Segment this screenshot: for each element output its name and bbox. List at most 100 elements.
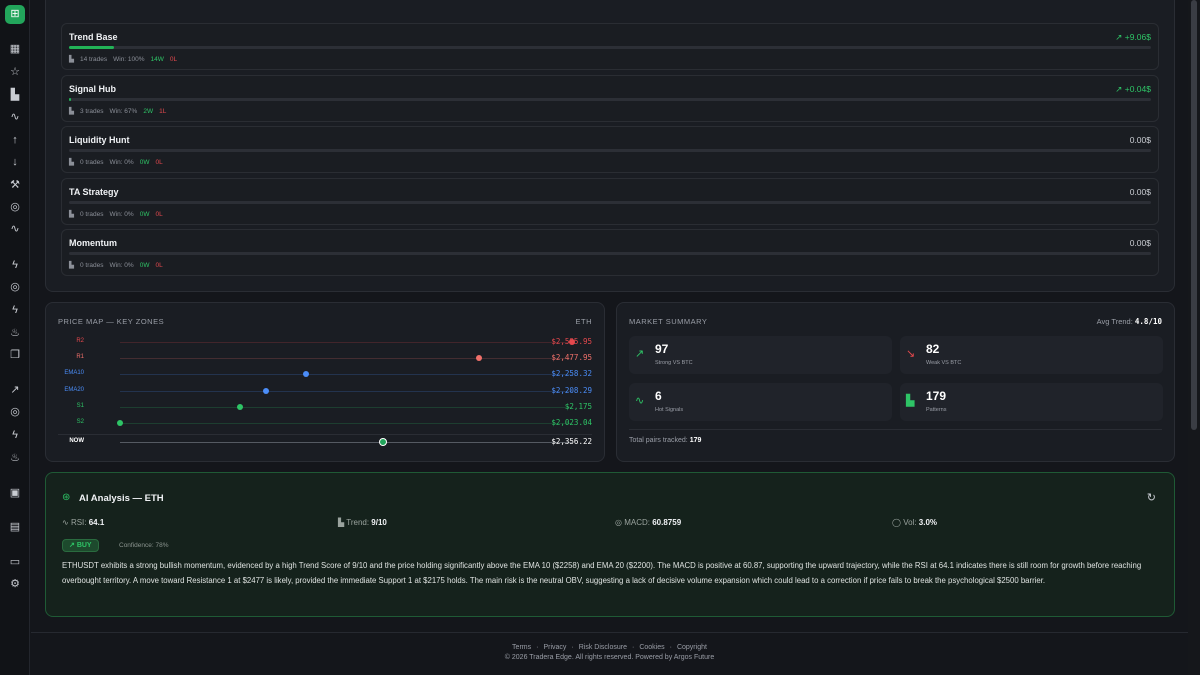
vol-metric: ◯ Vol: 3.0%: [892, 518, 937, 527]
strategy-card[interactable]: TA Strategy 0.00$ ▙ 0 trades Win: 0% 0W 0L: [61, 178, 1159, 225]
trending-down-icon: ↘: [906, 348, 916, 360]
strategy-meta: ▙ 14 trades Win: 100% 14W 0L: [69, 56, 178, 63]
zap-icon[interactable]: ϟ: [12, 304, 18, 316]
strategy-pnl: 0.00$: [1129, 135, 1151, 145]
activity-icon[interactable]: ∿: [10, 111, 20, 123]
newspaper-icon[interactable]: ▤: [9, 521, 21, 533]
scrollbar-thumb[interactable]: [1191, 0, 1197, 430]
target-icon[interactable]: ◎: [10, 201, 20, 213]
card-icon[interactable]: ▭: [9, 556, 21, 568]
stat-value: 179: [926, 389, 947, 403]
strategy-card[interactable]: Trend Base ↗ +9.06$ ▙ 14 trades Win: 100% 1…: [61, 23, 1159, 70]
zap-icon[interactable]: ϟ: [12, 429, 18, 441]
footer-link[interactable]: Privacy: [543, 644, 567, 651]
strategy-meta: ▙ 0 trades Win: 0% 0W 0L: [69, 262, 163, 269]
bar-chart-icon[interactable]: ▙: [10, 89, 20, 101]
bar-chart-icon: ▙: [338, 518, 345, 527]
level-marker: [569, 339, 575, 345]
arrow-down-icon[interactable]: ↓: [12, 156, 18, 168]
trend-metric: ▙ Trend: 9/10: [338, 518, 387, 527]
stat-label: Hot Signals: [655, 407, 684, 413]
activity-icon: ∿: [635, 395, 645, 407]
strategy-meta: ▙ 3 trades Win: 67% 2W 1L: [69, 108, 167, 115]
level-label: S1: [76, 402, 84, 409]
stat-value: 97: [655, 342, 669, 356]
strategy-card[interactable]: Momentum 0.00$ ▙ 0 trades Win: 0% 0W 0L: [61, 229, 1159, 276]
footer-link[interactable]: Terms: [512, 644, 532, 651]
settings-icon[interactable]: ⚙: [10, 578, 20, 590]
flame-icon[interactable]: ♨: [10, 327, 20, 339]
gauge-icon: ◎: [615, 518, 622, 527]
win-progress-bar: [69, 98, 1151, 101]
scrollbar[interactable]: [1188, 0, 1200, 675]
stat-label: Weak VS BTC: [926, 360, 962, 366]
app-logo-icon[interactable]: ⊞: [5, 5, 25, 24]
zap-icon[interactable]: ϟ: [12, 259, 18, 271]
win-progress-bar: [69, 201, 1151, 204]
activity-icon[interactable]: ∿: [10, 223, 20, 235]
footer-link[interactable]: Copyright: [676, 644, 707, 651]
divider: [58, 434, 592, 435]
target-icon[interactable]: ◎: [10, 406, 20, 418]
trending-up-icon: ↗: [1115, 32, 1125, 42]
star-icon[interactable]: ☆: [10, 66, 20, 78]
now-label: NOW: [69, 438, 84, 444]
footer-link[interactable]: Risk Disclosure: [578, 644, 627, 651]
level-price: $2,023.04: [551, 418, 592, 427]
level-label: R2: [76, 338, 84, 344]
level-price: $2,477.95: [551, 353, 592, 363]
flame-icon[interactable]: ♨: [10, 452, 20, 464]
level-marker: [302, 371, 309, 378]
level-price: $2,208.29: [551, 385, 592, 395]
level-line: [120, 374, 572, 376]
footer: Terms · Privacy · Risk Disclosure · Cookies · Co…: [31, 632, 1188, 675]
trending-up-icon[interactable]: ↗: [10, 384, 20, 396]
stat-label: Patterns: [926, 407, 947, 413]
bar-chart-icon: ▙: [69, 108, 74, 115]
level-label: EMA20: [64, 386, 84, 393]
confidence: Confidence: 78%: [119, 542, 169, 549]
copyright: © 2026 Tradera Edge. All rights reserved…: [504, 654, 715, 661]
market-summary-title: MARKET SUMMARY: [629, 317, 708, 326]
wrench-icon[interactable]: ⚒: [10, 179, 20, 191]
strategy-name: TA Strategy: [69, 187, 119, 197]
market-summary-panel: MARKET SUMMARY Avg Trend: 4.8/10 ↗ 97 St…: [616, 302, 1175, 462]
table-icon[interactable]: ▦: [9, 43, 21, 55]
copy-icon[interactable]: ❐: [10, 349, 20, 361]
total-pairs: Total pairs tracked: 179: [629, 437, 702, 444]
footer-link[interactable]: Cookies: [639, 644, 665, 651]
level-label: EMA10: [64, 370, 84, 377]
level-line: [120, 358, 572, 360]
level-line: [120, 342, 572, 343]
arrow-up-icon[interactable]: ↑: [12, 134, 18, 146]
strategy-card[interactable]: Liquidity Hunt 0.00$ ▙ 0 trades Win: 0% 0W 0…: [61, 126, 1159, 173]
ai-title: AI Analysis — ETH: [79, 493, 164, 504]
bar-chart-icon: ▙: [69, 262, 74, 269]
avg-trend: Avg Trend: 4.8/10: [1096, 317, 1162, 326]
level-line: [120, 423, 572, 424]
strategy-card[interactable]: Signal Hub ↗ +0.04$ ▙ 3 trades Win: 67% 2W 1…: [61, 75, 1159, 122]
shield-icon: ◯: [892, 518, 901, 527]
price-map-panel: PRICE MAP — KEY ZONES ETH R2 $2,595.95 R1…: [45, 302, 605, 462]
strategy-name: Trend Base: [69, 32, 118, 42]
level-marker: [236, 403, 243, 410]
brain-icon: ⊛: [62, 492, 71, 503]
price-map-title: PRICE MAP — KEY ZONES: [58, 317, 165, 326]
stat-value: 82: [926, 342, 940, 356]
trending-up-icon: ↗: [635, 348, 645, 360]
refresh-icon[interactable]: ↻: [1146, 492, 1156, 504]
signal-badge: ↗ BUY: [62, 539, 99, 552]
strategy-pnl: 0.00$: [1129, 187, 1151, 197]
level-price: $2,175: [564, 401, 592, 411]
level-marker: [475, 355, 482, 362]
calendar-icon[interactable]: ▣: [9, 487, 21, 499]
sidebar: ⊞ ▦ ☆ ▙ ∿ ↑ ↓ ⚒ ◎ ∿ ϟ ◎ ϟ ♨ ❐ ↗ ◎ ϟ ♨ ▣ ▤ ▭ ⚙: [0, 0, 30, 675]
bar-chart-icon: ▙: [69, 211, 74, 218]
divider: [629, 429, 1162, 430]
target-icon[interactable]: ◎: [10, 281, 20, 293]
strategy-name: Liquidity Hunt: [69, 135, 130, 145]
stat-label: Strong VS BTC: [655, 360, 693, 366]
level-label: R1: [76, 354, 84, 361]
win-progress-bar: [69, 46, 1151, 49]
